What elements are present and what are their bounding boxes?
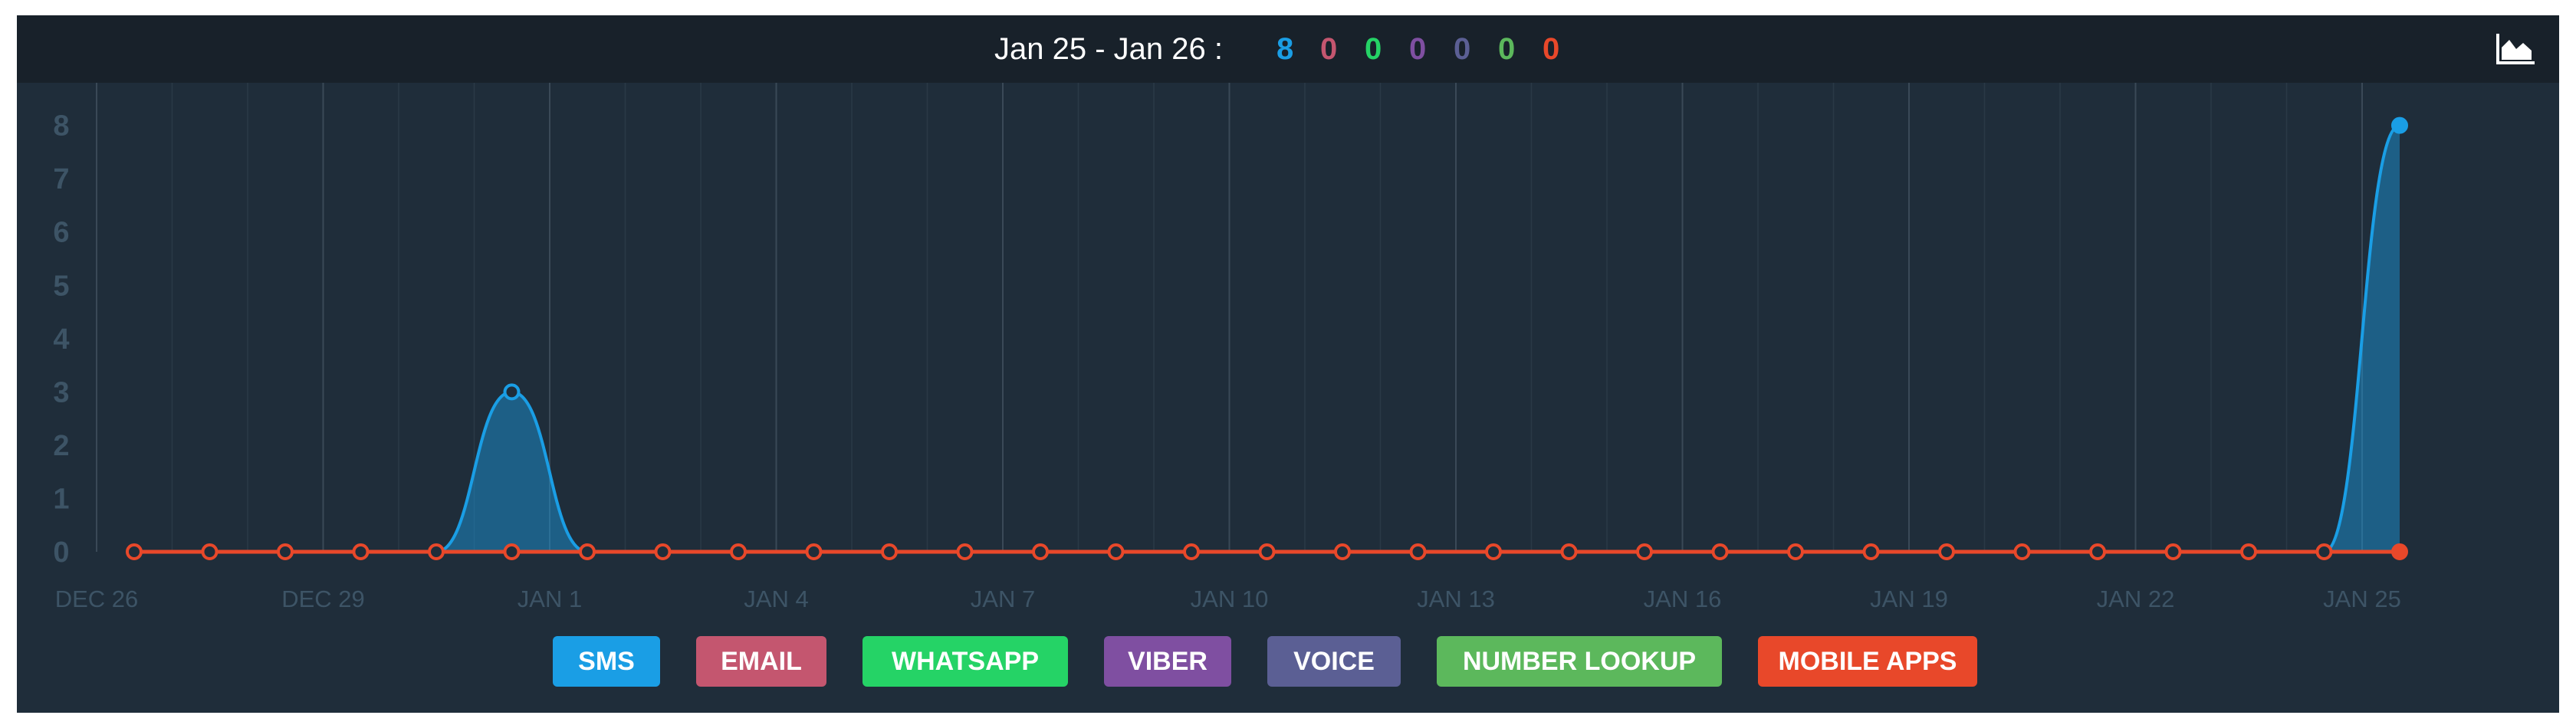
x-tick-label: JAN 19 bbox=[1870, 586, 1948, 612]
y-tick-label: 4 bbox=[53, 323, 69, 356]
x-tick-label: JAN 10 bbox=[1191, 586, 1269, 612]
mobile-apps-point bbox=[1183, 543, 1200, 560]
legend-whatsapp-button[interactable]: WHATSAPP bbox=[863, 636, 1068, 687]
x-tick-label: JAN 7 bbox=[971, 586, 1035, 612]
x-tick-label: JAN 25 bbox=[2323, 586, 2401, 612]
mobile-apps-point bbox=[2240, 543, 2257, 560]
sms-point bbox=[2391, 116, 2408, 134]
counter-whatsapp: 0 bbox=[1365, 32, 1382, 66]
mobile-apps-point bbox=[1258, 543, 1276, 560]
y-tick-label: 8 bbox=[53, 110, 69, 143]
sms-point bbox=[503, 383, 521, 401]
legend-viber-button[interactable]: VIBER bbox=[1104, 636, 1231, 687]
mobile-apps-point bbox=[428, 543, 445, 560]
legend-voice-button[interactable]: VOICE bbox=[1267, 636, 1401, 687]
mobile-apps-point bbox=[1862, 543, 1880, 560]
mobile-apps-point bbox=[1334, 543, 1351, 560]
x-tick-label: DEC 29 bbox=[281, 586, 365, 612]
counter-email: 0 bbox=[1320, 32, 1338, 66]
x-tick-label: JAN 16 bbox=[1644, 586, 1722, 612]
x-tick-label: JAN 1 bbox=[518, 586, 582, 612]
legend-email-button[interactable]: EMAIL bbox=[696, 636, 826, 687]
legend-number-lookup-button[interactable]: NUMBER LOOKUP bbox=[1437, 636, 1722, 687]
mobile-apps-point bbox=[654, 543, 672, 560]
counter-sms: 8 bbox=[1276, 32, 1294, 66]
x-tick-label: JAN 4 bbox=[744, 586, 808, 612]
mobile-apps-point bbox=[579, 543, 596, 560]
y-tick-label: 5 bbox=[53, 270, 69, 302]
mobile-apps-point bbox=[2164, 543, 2182, 560]
mobile-apps-point bbox=[201, 543, 219, 560]
mobile-apps-point bbox=[1560, 543, 1578, 560]
legend: SMS EMAIL WHATSAPP VIBER VOICE NUMBER LO… bbox=[17, 636, 2559, 690]
mobile-apps-point bbox=[956, 543, 974, 560]
chart-header: Jan 25 - Jan 26 : 8 0 0 0 0 0 0 bbox=[17, 15, 2559, 83]
area-chart-icon[interactable] bbox=[2495, 31, 2538, 67]
date-range-label: Jan 25 - Jan 26 : bbox=[994, 32, 1223, 66]
x-tick-label: DEC 26 bbox=[55, 586, 139, 612]
mobile-apps-point bbox=[1032, 543, 1049, 560]
mobile-apps-point bbox=[2089, 543, 2106, 560]
mobile-apps-point bbox=[1636, 543, 1653, 560]
mobile-apps-point bbox=[1938, 543, 1955, 560]
chart-panel: Jan 25 - Jan 26 : 8 0 0 0 0 0 0 0 1 2 3 4 5 6 7… bbox=[17, 15, 2559, 713]
mobile-apps-point bbox=[2013, 543, 2031, 560]
y-tick-label: 6 bbox=[53, 217, 69, 249]
mobile-apps-point bbox=[277, 543, 294, 560]
mobile-apps-point bbox=[2315, 543, 2333, 560]
mobile-apps-point bbox=[1711, 543, 1729, 560]
mobile-apps-point bbox=[126, 543, 143, 560]
counter-voice: 0 bbox=[1454, 32, 1471, 66]
mobile-apps-point bbox=[1787, 543, 1804, 560]
y-tick-label: 2 bbox=[53, 430, 69, 462]
y-tick-label: 7 bbox=[53, 163, 69, 195]
counter-number-lookup: 0 bbox=[1498, 32, 1516, 66]
x-tick-label: JAN 22 bbox=[2097, 586, 2175, 612]
counter-viber: 0 bbox=[1409, 32, 1427, 66]
area-chart: 0 1 2 3 4 5 6 7 8 DEC 26 DEC 29 JAN 1 JAN 4 JAN 7 JAN … bbox=[53, 83, 2444, 612]
y-tick-label: 1 bbox=[53, 483, 69, 515]
y-tick-label: 0 bbox=[53, 536, 69, 569]
x-tick-label: JAN 13 bbox=[1417, 586, 1495, 612]
mobile-apps-point bbox=[352, 543, 370, 560]
mobile-apps-point bbox=[1107, 543, 1125, 560]
mobile-apps-point bbox=[1485, 543, 1502, 560]
mobile-apps-point bbox=[805, 543, 823, 560]
mobile-apps-point bbox=[881, 543, 898, 560]
mobile-apps-point bbox=[1409, 543, 1427, 560]
y-tick-label: 3 bbox=[53, 376, 69, 408]
mobile-apps-point bbox=[730, 543, 747, 560]
mobile-apps-point bbox=[503, 543, 521, 560]
counter-mobile-apps: 0 bbox=[1543, 32, 1560, 66]
legend-mobile-apps-button[interactable]: MOBILE APPS bbox=[1758, 636, 1977, 687]
plot-area bbox=[94, 83, 2444, 552]
mobile-apps-point bbox=[2391, 543, 2408, 560]
legend-sms-button[interactable]: SMS bbox=[553, 636, 660, 687]
